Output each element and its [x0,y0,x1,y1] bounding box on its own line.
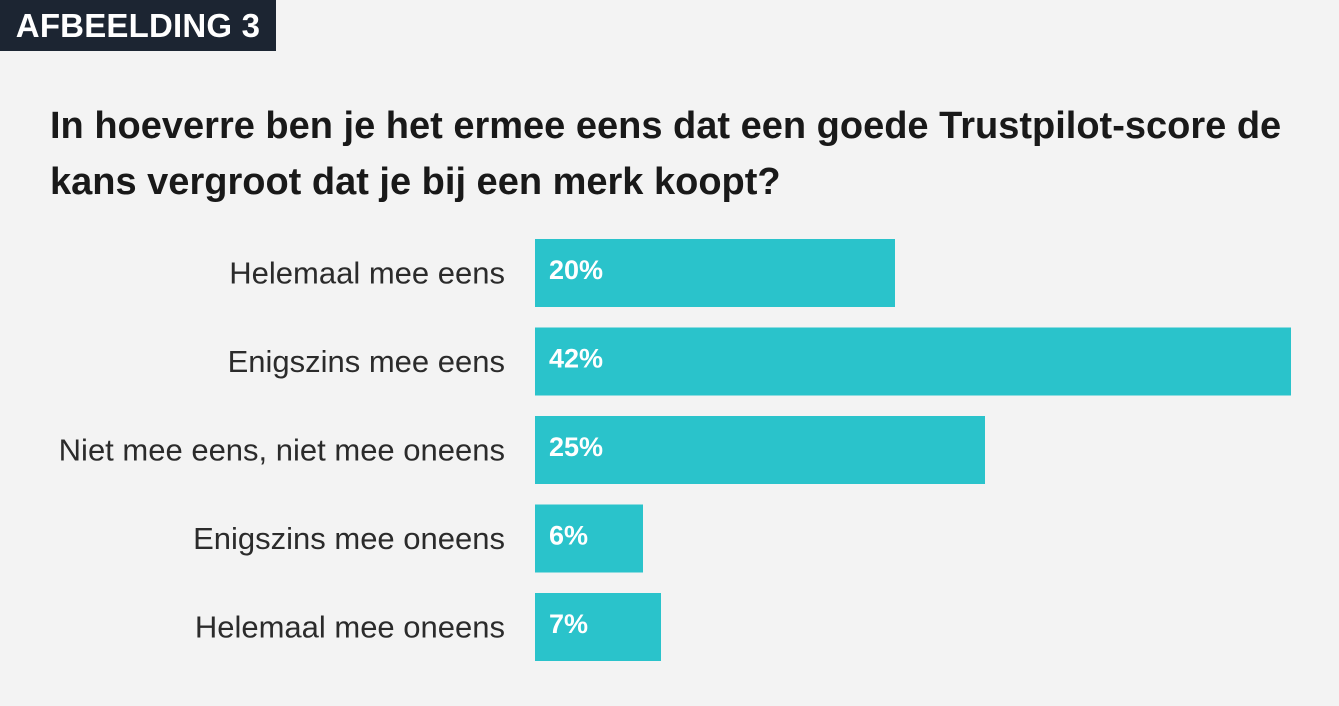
value-label-2: 42% [549,344,603,374]
bar-2 [535,327,1291,396]
figure-tag: AFBEELDING 3 [0,0,276,51]
value-label-4: 6% [549,521,588,551]
category-label-5: Helemaal mee oneens [195,610,505,645]
category-label-3: Niet mee eens, niet mee oneens [59,433,505,468]
bar-1 [535,239,895,307]
category-label-2: Enigszins mee eens [228,344,505,379]
value-label-3: 25% [549,432,603,462]
value-label-1: 20% [549,255,603,285]
chart-title: In hoeverre ben je het ermee eens dat ee… [50,105,1282,203]
bar-3 [535,416,985,484]
category-label-1: Helemaal mee eens [229,256,505,291]
bar-4 [535,504,643,573]
bar-5 [535,593,661,661]
value-label-5: 7% [549,609,588,639]
category-label-4: Enigszins mee oneens [193,521,505,556]
